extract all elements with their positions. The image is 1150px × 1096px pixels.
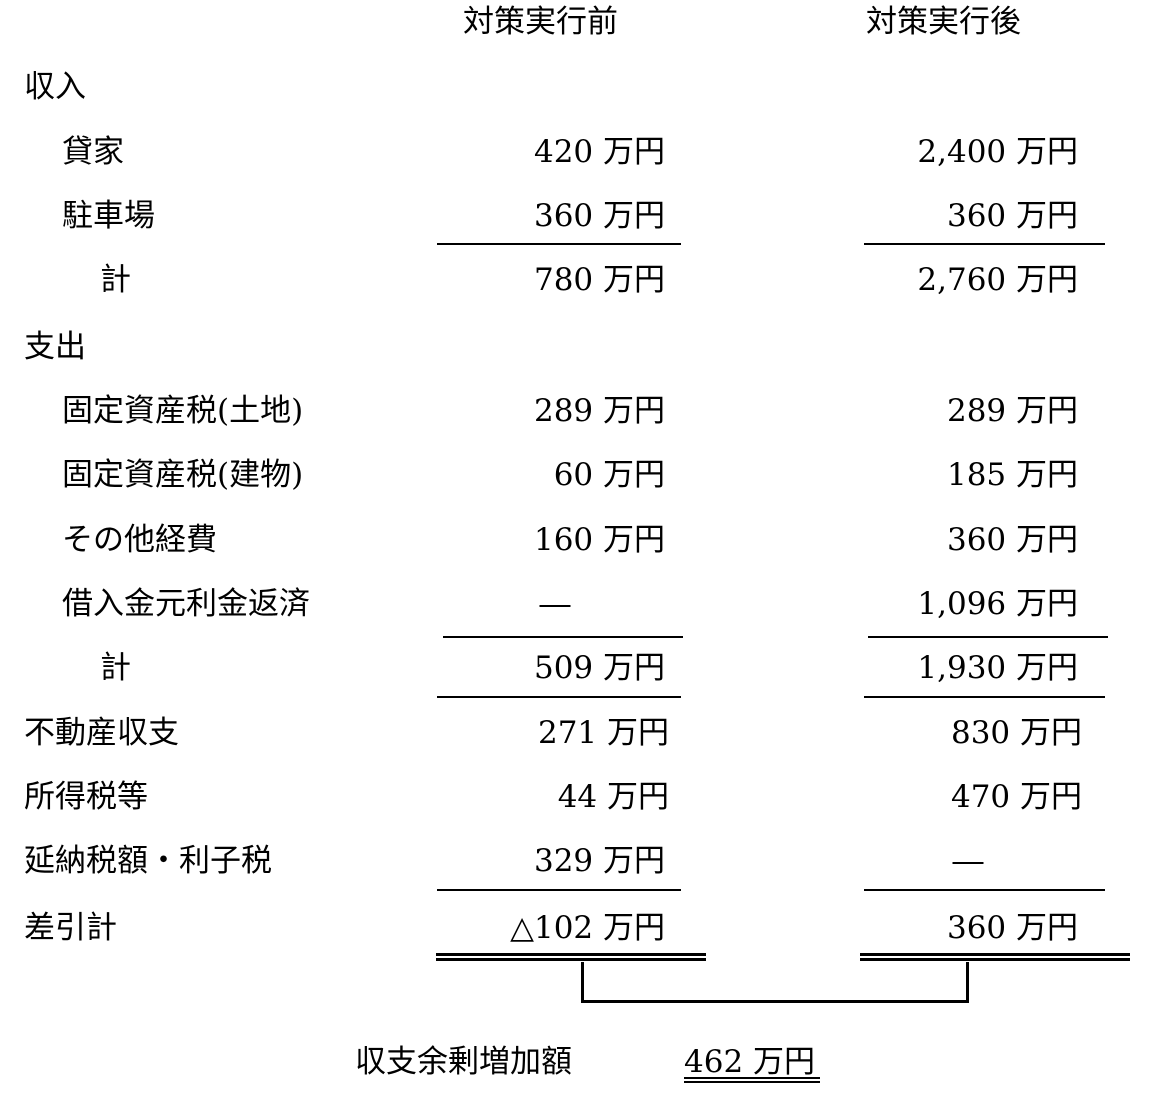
value-after: 360 万円 (946, 198, 1078, 234)
value-after: 2,400 万円 (917, 134, 1078, 170)
value-before: 160 万円 (533, 522, 665, 558)
footer-double-underline (684, 1077, 820, 1083)
value-before: 420 万円 (533, 134, 665, 170)
bracket-left (581, 962, 584, 1003)
row-label: 所得税等 (24, 779, 148, 815)
value-before: 271 万円 (537, 715, 669, 751)
value-before: 289 万円 (533, 393, 665, 429)
header-before: 対策実行前 (463, 4, 618, 40)
value-after: 289 万円 (946, 393, 1078, 429)
value-after: 360 万円 (946, 522, 1078, 558)
subtotal-rule-after (864, 243, 1105, 245)
row-label: 計 (100, 650, 131, 686)
row-label: 借入金元利金返済 (62, 586, 310, 622)
subtotal-rule-before (443, 636, 683, 638)
value-before: 60 万円 (553, 457, 665, 493)
value-after: 360 万円 (946, 910, 1078, 946)
net-rule-after (864, 889, 1105, 891)
double-rule-after (860, 953, 1130, 961)
row-label: 計 (100, 262, 131, 298)
value-before: 780 万円 (533, 262, 665, 298)
bracket-right (966, 962, 969, 1003)
row-label: 駐車場 (62, 198, 155, 234)
bracket-bottom (581, 1000, 969, 1003)
row-label: 差引計 (24, 910, 117, 946)
row-label: その他経費 (62, 522, 217, 558)
value-after: 1,096 万円 (917, 586, 1078, 622)
row-label: 固定資産税(土地) (62, 393, 304, 429)
value-before: 329 万円 (533, 843, 665, 879)
row-label: 不動産収支 (24, 715, 179, 751)
value-after: 2,760 万円 (917, 262, 1078, 298)
subtotal-rule-before (437, 243, 681, 245)
value-before: ― (539, 586, 571, 622)
row-label: 延納税額・利子税 (24, 843, 272, 879)
value-after: 185 万円 (946, 457, 1078, 493)
net-rule-before (437, 889, 681, 891)
value-after: 470 万円 (950, 779, 1082, 815)
value-before: 44 万円 (557, 779, 669, 815)
total-rule-after (864, 696, 1105, 698)
value-before: 509 万円 (533, 650, 665, 686)
header-after: 対策実行後 (866, 4, 1021, 40)
value-after: 830 万円 (950, 715, 1082, 751)
row-label: 貸家 (62, 134, 124, 170)
value-before: 360 万円 (533, 198, 665, 234)
row-label: 収入 (24, 69, 86, 105)
value-after: ― (952, 843, 984, 879)
subtotal-rule-after (868, 636, 1108, 638)
footer-label: 収支余剰増加額 (355, 1044, 572, 1080)
value-before: △102 万円 (510, 910, 665, 946)
total-rule-before (437, 696, 681, 698)
footer-value: 462 万円 (684, 1044, 816, 1080)
double-rule-before (436, 953, 706, 961)
value-after: 1,930 万円 (917, 650, 1078, 686)
row-label: 支出 (24, 329, 86, 365)
row-label: 固定資産税(建物) (62, 457, 304, 493)
